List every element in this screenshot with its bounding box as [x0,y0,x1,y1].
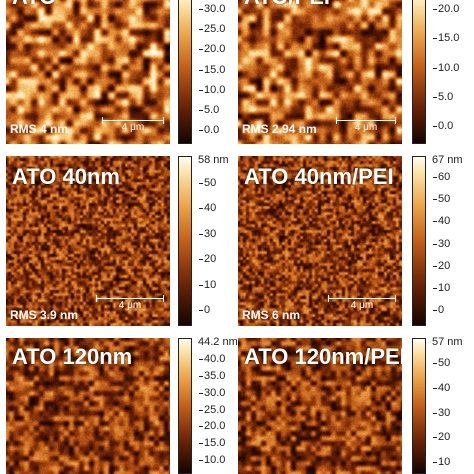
colorbar [412,0,426,144]
colorbar-tick-label: 50 [432,193,451,206]
colorbar-max-label: 44.2 nm [198,336,238,348]
colorbar-tick-label: 10 [432,281,451,294]
colorbar-tick-label: 50 [198,177,217,189]
colorbar-tick-label: 10.0 [198,83,226,96]
afm-image-ato-120nm: ATO 120nm [6,338,170,474]
colorbar-tick-label: 20.0 [198,420,226,433]
colorbar-tick-label: 20 [432,431,451,444]
colorbar-tick-label: 60 [432,171,451,183]
scale-bar: 4 μm [328,295,396,311]
panel-label: ATO 40nm/PEI [244,164,394,189]
colorbar [178,338,192,474]
scale-label: 4 μm [350,300,374,311]
panel-label: ATO [12,0,56,10]
colorbar-tick-label: 40 [198,202,217,215]
scale-bar: 4 μm [96,295,164,311]
colorbar-tick-label: 5.0 [198,103,220,116]
rms-label: RMS 3.9 nm [10,308,79,322]
colorbar-tick-label: 10 [198,278,217,291]
colorbar-tick-label: 0.0 [198,124,220,136]
colorbar-tick-label: 0 [432,304,445,316]
colorbar-tick-label: 10.0 [198,454,226,466]
afm-image-ato-40nm: ATO 40nm RMS 3.9 nm 4 μm [6,156,170,326]
colorbar-tick-label: 30 [432,237,451,250]
colorbar-tick-label: 25.0 [198,23,226,36]
colorbar-tick-label: 20.0 [198,43,226,56]
colorbar [178,0,192,144]
colorbar-ticks: 30.0 25.0 20.0 15.0 10.0 5.0 0.0 [198,4,228,136]
colorbar [412,156,426,326]
panel-label: ATO 120nm/PEI [244,344,402,369]
scale-label: 4 μm [354,122,378,133]
colorbar-ticks: 60 50 40 30 20 10 0 [432,172,462,316]
panel-label: ATO/PEI [244,0,330,10]
colorbar-tick-label: 5.0 [432,90,454,103]
panel-label: ATO 40nm [12,164,120,189]
afm-image-ato: ATO RMS 4 nm 4 μm [6,0,170,144]
rms-label: RMS 2.94 nm [242,122,317,136]
colorbar-tick-label: 30.0 [198,386,226,399]
colorbar-ticks: 40.0 35.0 30.0 25.0 20.0 15.0 10.0 [198,354,232,466]
colorbar-max-label: 57 nm [432,336,463,348]
afm-image-ato-pei: ATO/PEI RMS 2.94 nm 4 μm [238,0,402,144]
colorbar-tick-label: 15.0 [198,63,226,76]
colorbar-ticks: 20.0 15.0 10.0 5.0 0.0 [432,4,462,132]
colorbar-tick-label: 35.0 [198,369,226,382]
rms-label: RMS 6 nm [242,308,301,322]
colorbar [412,338,426,474]
colorbar-tick-label: 20 [198,253,217,266]
colorbar-max-label: 67 nm [432,154,463,166]
afm-image-ato-40nm-pei: ATO 40nm/PEI RMS 6 nm 4 μm [238,156,402,326]
colorbar-tick-label: 15.0 [198,437,226,450]
colorbar [178,156,192,326]
colorbar-tick-label: 50 [432,357,451,369]
colorbar-tick-label: 10.0 [432,61,460,74]
rms-label: RMS 4 nm [10,122,69,136]
afm-image-ato-120nm-pei: ATO 120nm/PEI [238,338,402,474]
colorbar-tick-label: 20 [432,259,451,272]
colorbar-tick-label: 30 [432,406,451,419]
colorbar-max-label: 58 nm [198,154,229,166]
scale-bar: 4 μm [336,117,396,133]
colorbar-tick-label: 20.0 [432,3,460,15]
colorbar-ticks: 50 40 30 20 10 0 [198,178,228,316]
colorbar-tick-label: 0 [198,304,211,316]
colorbar-tick-label: 0.0 [432,120,454,132]
panel-label: ATO 120nm [12,344,133,369]
colorbar-tick-label: 40 [432,215,451,228]
colorbar-tick-label: 10 [432,456,451,468]
scale-bar: 4 μm [102,117,164,133]
colorbar-tick-label: 40.0 [198,353,226,365]
colorbar-ticks: 50 40 30 20 10 [432,358,462,468]
colorbar-tick-label: 25.0 [198,403,226,416]
scale-label: 4 μm [118,300,142,311]
colorbar-tick-label: 40 [432,381,451,394]
scale-label: 4 μm [121,122,145,133]
colorbar-tick-label: 30.0 [198,3,226,15]
colorbar-tick-label: 15.0 [432,32,460,45]
colorbar-tick-label: 30 [198,227,217,240]
